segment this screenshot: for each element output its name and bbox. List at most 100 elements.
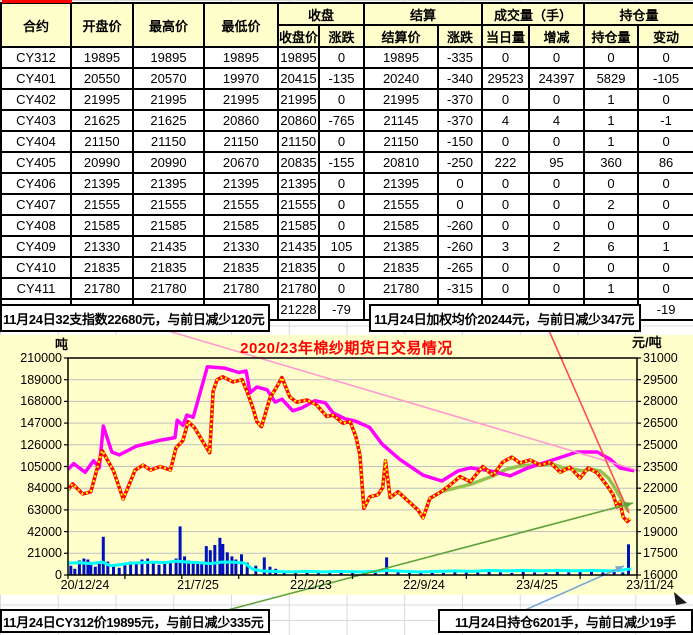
table-cell: 21585 bbox=[70, 214, 134, 237]
contract-cell: CY407 bbox=[0, 193, 72, 216]
table-cell: 0 bbox=[481, 172, 531, 195]
table-cell: 20415 bbox=[277, 67, 320, 90]
weighted-average-note-box: 11月24日加权均价20244元，与前日减少347元 bbox=[369, 304, 641, 332]
table-cell: 21625 bbox=[132, 109, 205, 132]
left-axis-tick-label: 105000 bbox=[20, 460, 62, 474]
column-header-low: 最低价 bbox=[203, 2, 279, 48]
volume-bar bbox=[82, 558, 86, 575]
table-row: CY407 21555 21555 21555 21555 0 21555 0 0 0 2 0 bbox=[0, 193, 693, 216]
volume-bar bbox=[430, 572, 434, 575]
table-cell: 21835 bbox=[277, 256, 320, 279]
red-accent-bar bbox=[2, 0, 72, 3]
futures-price-dots bbox=[67, 375, 631, 523]
green-trendline-arrowhead bbox=[624, 501, 633, 509]
table-row: CY403 21625 21625 20860 20860 -765 21145 -370 4 4… bbox=[0, 109, 693, 132]
table-cell: 21228 bbox=[277, 298, 320, 321]
table-cell: -1 bbox=[637, 109, 693, 132]
column-header-high: 最高价 bbox=[132, 2, 205, 48]
volume-bar bbox=[77, 560, 81, 575]
table-cell: 0 bbox=[528, 214, 586, 237]
table-cell: -155 bbox=[317, 151, 366, 174]
table-cell: -105 bbox=[637, 67, 693, 90]
futures-quote-table: 合约 开盘价 最高价 最低价 收盘 结算 成交量（手） 持仓量 收盘价 涨跌 结… bbox=[0, 2, 693, 321]
volume-bar bbox=[544, 572, 548, 575]
table-cell: 21780 bbox=[70, 277, 134, 300]
table-cell: 0 bbox=[583, 46, 640, 69]
table-cell: 19895 bbox=[132, 46, 205, 69]
x-axis-tick-label: 23/11/24 bbox=[626, 578, 674, 592]
column-header-open-interest: 持仓量 bbox=[583, 24, 640, 48]
table-cell: 105 bbox=[317, 235, 366, 258]
chart-title: 2020/23年棉纱期货日交易情况 bbox=[240, 340, 453, 357]
table-cell: 19895 bbox=[363, 46, 440, 69]
table-cell: 5829 bbox=[583, 67, 640, 90]
table-cell: -370 bbox=[437, 88, 484, 111]
table-cell: 21835 bbox=[132, 256, 205, 279]
volume-bar bbox=[245, 562, 249, 575]
table-cell: 0 bbox=[637, 172, 693, 195]
table-cell: 0 bbox=[481, 256, 531, 279]
volume-bar bbox=[396, 571, 400, 575]
table-cell: 21780 bbox=[203, 277, 279, 300]
left-axis-tick-label: 42000 bbox=[27, 525, 62, 539]
table-row: CY405 20990 20990 20670 20835 -155 20810 -250 22… bbox=[0, 151, 693, 174]
table-cell: 0 bbox=[583, 172, 640, 195]
volume-bar bbox=[89, 564, 93, 575]
volume-bar bbox=[225, 552, 229, 575]
table-cell: 20860 bbox=[203, 109, 279, 132]
table-cell: 21330 bbox=[70, 235, 134, 258]
table-cell: 0 bbox=[481, 46, 531, 69]
volume-bar bbox=[69, 565, 73, 575]
table-cell: 86 bbox=[637, 151, 693, 174]
table-cell: 21995 bbox=[70, 88, 134, 111]
table-cell: -370 bbox=[437, 109, 484, 132]
table-cell: 0 bbox=[637, 130, 693, 153]
volume-bar bbox=[442, 572, 445, 575]
x-axis-tick-label: 21/7/25 bbox=[177, 578, 219, 592]
table-cell: 21835 bbox=[363, 256, 440, 279]
x-axis-tick-label: 20/12/24 bbox=[60, 578, 110, 592]
table-cell: -315 bbox=[437, 277, 484, 300]
volume-bar bbox=[305, 572, 309, 575]
table-row: CY408 21585 21585 21585 21585 0 21585 -260 0 0 0 0 bbox=[0, 214, 693, 237]
right-axis-tick-label: 23500 bbox=[643, 460, 678, 474]
index-note-box: 11月24日32支指数22680元，与前日减少120元 bbox=[0, 304, 270, 332]
table-cell: 0 bbox=[528, 277, 586, 300]
volume-bar bbox=[555, 571, 559, 575]
table-cell: 4 bbox=[528, 109, 586, 132]
contract-cell: CY401 bbox=[0, 67, 72, 90]
table-cell: 20240 bbox=[363, 67, 440, 90]
table-cell: 0 bbox=[481, 214, 531, 237]
table-cell: 0 bbox=[637, 88, 693, 111]
volume-bar bbox=[204, 546, 208, 575]
table-cell: 0 bbox=[317, 46, 366, 69]
volume-bar bbox=[97, 562, 101, 575]
table-cell: 0 bbox=[637, 46, 693, 69]
volume-bar bbox=[117, 567, 121, 575]
table-cell: 21555 bbox=[70, 193, 134, 216]
volume-bar bbox=[407, 572, 411, 575]
right-axis-tick-label: 26500 bbox=[643, 416, 678, 430]
group-header-volume: 成交量（手） bbox=[481, 2, 586, 26]
volume-bar bbox=[510, 572, 514, 575]
volume-bar bbox=[282, 571, 286, 575]
volume-bar bbox=[157, 564, 161, 575]
table-row: CY402 21995 21995 21995 21995 0 21995 -370 0 0 1 0 bbox=[0, 88, 693, 111]
table-cell: 0 bbox=[528, 172, 586, 195]
contract-cell: CY408 bbox=[0, 214, 72, 237]
table-cell: 21435 bbox=[277, 235, 320, 258]
volume-bar bbox=[498, 572, 502, 575]
table-cell: 21585 bbox=[132, 214, 205, 237]
contract-cell: CY403 bbox=[0, 109, 72, 132]
table-row: CY404 21150 21150 21150 21150 0 21150 -150 0 0 1 0 bbox=[0, 130, 693, 153]
table-cell: 21780 bbox=[277, 277, 320, 300]
volume-bar bbox=[234, 559, 238, 575]
table-cell: 0 bbox=[481, 193, 531, 216]
table-cell: 21395 bbox=[363, 172, 440, 195]
table-cell: 4 bbox=[481, 109, 531, 132]
table-cell: 21555 bbox=[363, 193, 440, 216]
volume-bar bbox=[230, 556, 234, 575]
volume-bar bbox=[129, 561, 133, 575]
table-cell: 1 bbox=[583, 277, 640, 300]
contract-cell: CY409 bbox=[0, 235, 72, 258]
